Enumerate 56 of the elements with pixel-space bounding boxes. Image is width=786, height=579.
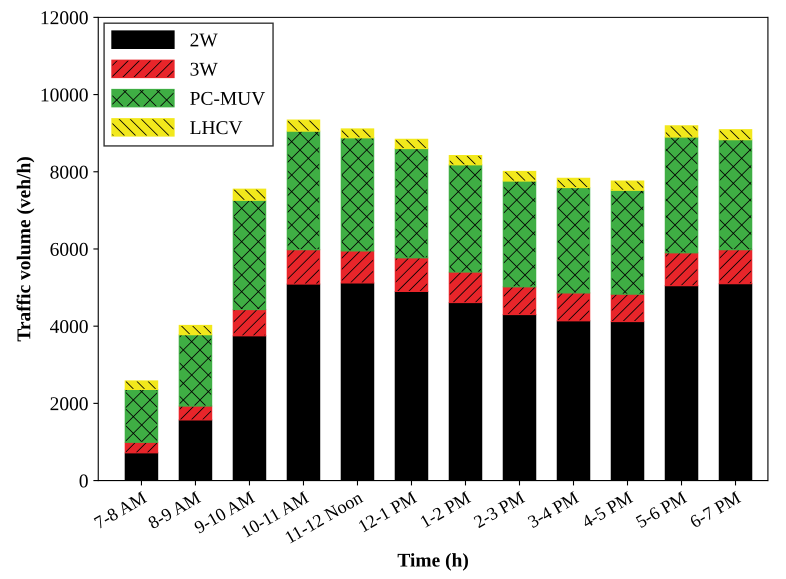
y-tick-label: 8000 [50,166,88,179]
bar [610,180,644,191]
bar [718,249,752,284]
bar [664,125,698,138]
bar [556,178,590,188]
bar [178,324,212,336]
x-tick-label: 4-5 PM [580,491,634,528]
x-tick-label: 6-7 PM [689,491,742,528]
bar [556,292,590,322]
y-tick-label: 6000 [50,242,88,256]
x-axis-title: Time (h) [398,553,468,571]
bar [394,148,428,258]
bar [718,139,752,250]
y-tick-label: 4000 [50,320,88,334]
bar [610,190,644,295]
bar [178,334,212,407]
legend-label: 2W [190,33,218,47]
bar [232,309,266,336]
legend-label: 3W [190,62,218,76]
x-tick-label: 1-2 PM [420,491,472,528]
bar [502,180,536,288]
bar [286,249,320,285]
bar [286,130,320,250]
bar [718,129,752,140]
bar [448,155,482,166]
y-tick-label: 0 [80,474,88,488]
bar [232,200,266,310]
bar [232,188,266,201]
legend-label: PC-MUV [190,92,266,106]
y-tick-label: 2000 [50,397,88,410]
bar [340,250,374,284]
bar [340,128,374,138]
bar [556,187,590,294]
x-tick-label: 3-4 PM [527,491,580,528]
bar [340,137,374,252]
bar [124,442,158,454]
x-tick-label: 2-3 PM [473,491,526,528]
bar [286,119,320,132]
bar [394,257,428,292]
x-tick-label: 7-8 AM [94,491,148,530]
y-tick-label: 12000 [42,11,88,24]
bar [124,388,158,443]
bar [502,170,536,182]
bar [664,136,698,254]
bar [448,164,482,273]
bar [610,294,644,322]
bar [394,138,428,150]
y-axis-title: Traffic volume (veh/h) [16,157,34,342]
bar [664,252,698,286]
bar [502,286,536,316]
bar [124,380,158,390]
x-tick-label: 5-6 PM [635,491,688,528]
bar [448,272,482,304]
legend-label: LHCV [190,121,242,134]
bar [178,406,212,421]
y-tick-label: 10000 [42,88,88,102]
